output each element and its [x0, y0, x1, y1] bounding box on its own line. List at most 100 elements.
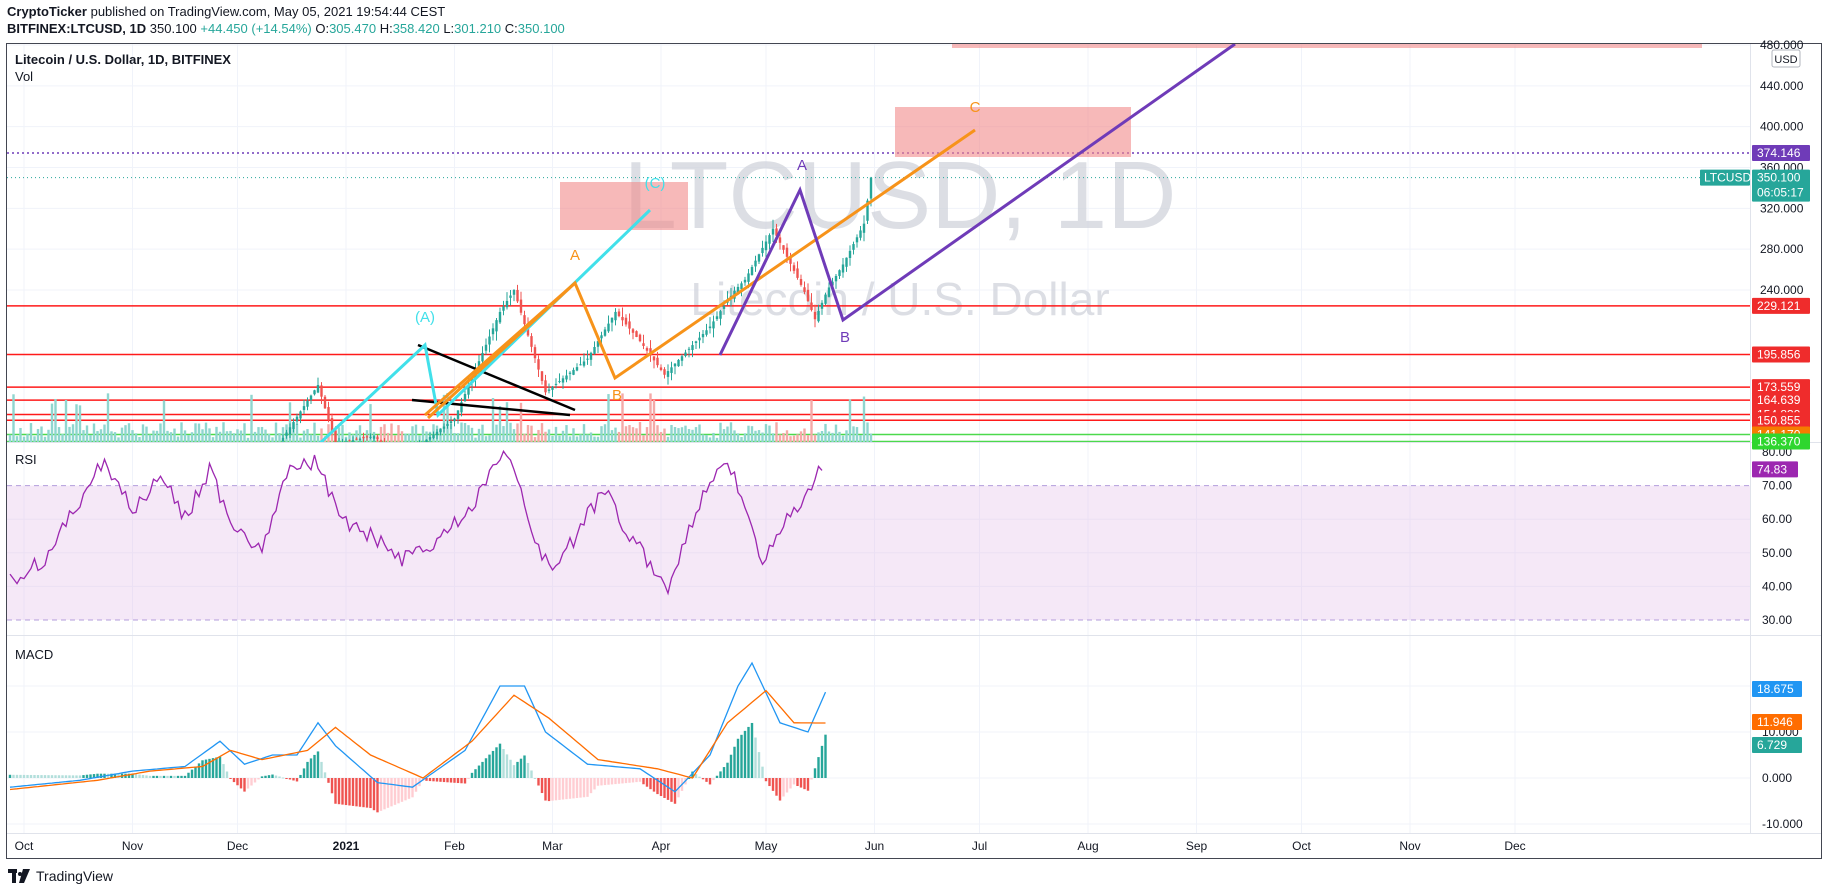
- macd-histogram-bar: [22, 774, 26, 778]
- rsi-value-tag-bg: [1752, 461, 1798, 478]
- candle-body: [859, 230, 862, 238]
- candle-body: [435, 431, 439, 436]
- candle-body: [512, 290, 516, 295]
- macd-histogram-bar: [36, 775, 40, 778]
- candle-body: [544, 380, 547, 393]
- candle-body: [677, 359, 680, 367]
- pane-title: Litecoin / U.S. Dollar, 1D, BITFINEX: [15, 52, 231, 67]
- macd-histogram-bar: [397, 778, 400, 804]
- macd-histogram-bar: [180, 775, 183, 778]
- macd-histogram-bar: [439, 778, 442, 782]
- currency-box[interactable]: [1771, 49, 1801, 68]
- macd-line: [9, 661, 827, 793]
- volume-bar: [341, 424, 344, 442]
- macd-label: MACD: [15, 647, 53, 662]
- candle-body: [344, 441, 348, 442]
- author-name[interactable]: CryptoTicker: [7, 4, 87, 19]
- wave-label-3: B: [612, 387, 622, 404]
- macd-histogram-bar: [600, 778, 603, 786]
- price-tag-5: 164.639: [1757, 393, 1801, 407]
- time-tick-Dec: Dec: [227, 839, 248, 853]
- candle-body: [316, 385, 320, 393]
- wave-label-6: B: [840, 329, 850, 346]
- volume-bar: [47, 429, 50, 442]
- volume-bar: [64, 399, 68, 442]
- macd-histogram-bar: [551, 778, 554, 801]
- candle-body: [617, 311, 621, 317]
- volume-bar: [386, 432, 390, 442]
- volume-bar: [810, 400, 813, 442]
- candle-body: [568, 372, 572, 374]
- volume-bar: [477, 428, 481, 442]
- wave-label-0: (A): [415, 309, 435, 326]
- volume-bar: [82, 430, 85, 442]
- price-tag-7-bg: [1752, 412, 1810, 429]
- volume-bar: [267, 433, 271, 442]
- volume-bar: [512, 429, 516, 442]
- macd-histogram-bar: [428, 778, 432, 782]
- macd-histogram-bar: [96, 773, 99, 778]
- macd-histogram-bar: [663, 778, 666, 798]
- macd-histogram-bar: [432, 778, 435, 782]
- candle-body: [834, 275, 838, 282]
- macd-histogram-bar: [645, 778, 649, 787]
- macd-histogram-bar: [68, 775, 71, 778]
- macd-histogram-bar: [281, 777, 285, 779]
- volume-bar: [218, 431, 222, 442]
- volume-bar: [414, 424, 418, 442]
- macd-histogram-bar: [694, 774, 698, 778]
- candle-body: [768, 235, 771, 244]
- macd-histogram-bar: [264, 775, 267, 778]
- volume-bar: [484, 436, 488, 442]
- volume-bar: [327, 424, 330, 442]
- macd-histogram-bar: [208, 758, 211, 778]
- macd-histogram-bar: [267, 775, 271, 778]
- volume-bar: [15, 436, 19, 442]
- volume-bar: [516, 423, 519, 442]
- macd-histogram-bar: [26, 774, 29, 778]
- macd-histogram-bar: [603, 778, 607, 786]
- volume-bar: [603, 424, 607, 442]
- time-tick-Oct: Oct: [15, 839, 34, 853]
- volume-bar: [649, 393, 652, 442]
- footer-branding[interactable]: TradingView: [8, 868, 113, 884]
- volume-bar: [467, 425, 470, 442]
- time-tick-2021: 2021: [333, 839, 360, 853]
- chart-canvas[interactable]: LTCUSD, 1D Litecoin / U.S. Dollar (A)(C)…: [0, 0, 1828, 868]
- candle-body: [288, 427, 292, 435]
- volume-bar: [722, 429, 726, 442]
- macd-histogram-bar: [610, 778, 614, 785]
- time-tick-Nov: Nov: [122, 839, 143, 853]
- macd-histogram-bar: [509, 759, 512, 778]
- last-price-bg: [1752, 169, 1810, 202]
- candle-body: [365, 436, 369, 438]
- rsi-pane[interactable]: [7, 449, 1750, 621]
- candle-body: [309, 395, 313, 401]
- volume-bar: [33, 436, 36, 442]
- candle-body: [285, 432, 288, 436]
- candle-body: [351, 440, 355, 442]
- volume-bar: [239, 430, 243, 442]
- macd-histogram-bar: [470, 772, 474, 778]
- macd-histogram-bar: [565, 778, 568, 800]
- volume-bar: [726, 426, 729, 442]
- price-pane[interactable]: (A) (C) A B C A B: [7, 44, 1750, 575]
- macd-histogram-bar: [225, 771, 229, 778]
- volume-bar: [106, 393, 110, 442]
- macd-histogram-bar: [820, 745, 824, 778]
- volume-bar: [215, 426, 218, 442]
- volume-bar: [544, 431, 547, 442]
- macd-histogram-bar: [740, 734, 743, 778]
- candle-body: [869, 177, 873, 199]
- volume-bar: [173, 428, 176, 442]
- candle-body: [866, 200, 869, 221]
- volume-bar: [43, 436, 47, 442]
- volume-bar: [551, 435, 554, 442]
- macd-histogram-bar: [796, 778, 799, 787]
- candle-body: [439, 429, 442, 433]
- volume-bar: [78, 405, 82, 442]
- orange-wave: [424, 128, 976, 417]
- macd-pane[interactable]: [8, 661, 827, 813]
- macd-histogram-bar: [589, 778, 593, 794]
- volume-bar: [757, 430, 761, 442]
